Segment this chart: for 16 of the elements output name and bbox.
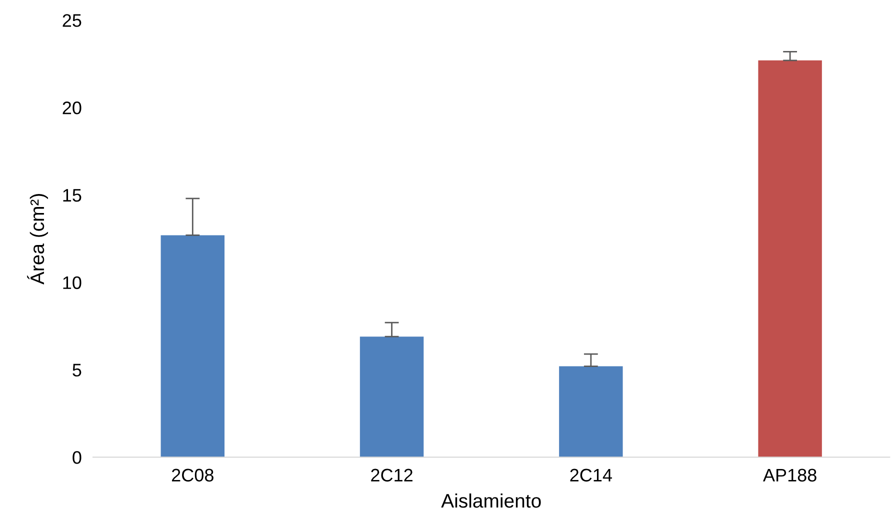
y-tick-label: 0	[72, 451, 82, 464]
bar	[360, 336, 424, 458]
y-tick-label: 10	[63, 276, 82, 290]
y-tick-label: 20	[62, 102, 82, 114]
y-tick-label: 5	[72, 364, 82, 377]
x-tick-label: AP188	[762, 468, 816, 482]
x-axis-title: Aislamiento	[441, 493, 541, 508]
bar	[160, 235, 225, 458]
bar	[559, 366, 623, 458]
y-tick-label: 15	[63, 189, 82, 202]
x-tick-label: 2C08	[172, 468, 214, 482]
bar	[758, 60, 822, 458]
y-axis-title: Área (cm²)	[27, 194, 48, 285]
x-tick-label: 2C14	[570, 468, 612, 482]
y-tick-label: 25	[62, 14, 82, 27]
x-tick-label: 2C12	[371, 468, 412, 482]
